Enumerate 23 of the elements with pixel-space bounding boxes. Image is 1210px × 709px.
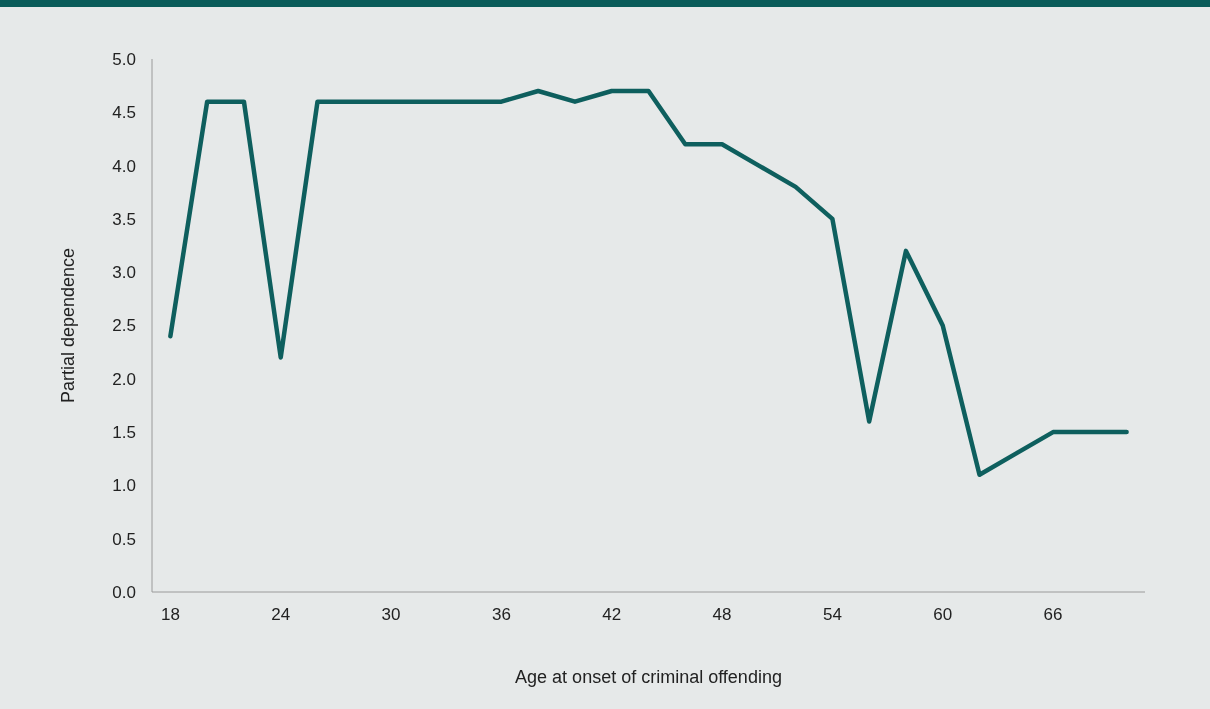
y-tick-label: 5.0: [112, 49, 136, 69]
y-tick-label: 0.5: [112, 529, 136, 549]
x-tick-label: 24: [271, 605, 291, 624]
y-tick-label: 4.0: [112, 156, 136, 176]
y-tick-label: 1.5: [112, 423, 136, 443]
y-tick-label: 4.5: [112, 103, 136, 123]
x-tick-label: 36: [491, 605, 511, 624]
x-tick-label: 60: [933, 605, 953, 624]
y-tick-label: 0.0: [112, 582, 136, 602]
y-axis-title: Partial dependence: [58, 247, 78, 404]
x-axis-title: Age at onset of criminal offending: [515, 667, 782, 687]
y-tick-label: 3.0: [112, 263, 136, 283]
x-tick-label: 54: [822, 605, 842, 624]
y-tick-label: 2.5: [112, 316, 136, 336]
x-tick-label: 66: [1043, 605, 1063, 624]
x-tick-label: 42: [602, 605, 622, 624]
y-tick-label: 3.5: [112, 209, 136, 229]
x-tick-label: 18: [160, 605, 180, 624]
y-tick-label: 1.0: [112, 476, 136, 496]
y-tick-label: 2.0: [112, 369, 136, 389]
x-tick-label: 30: [381, 605, 401, 624]
line-series: [168, 88, 1129, 477]
x-tick-label: 48: [712, 605, 732, 624]
